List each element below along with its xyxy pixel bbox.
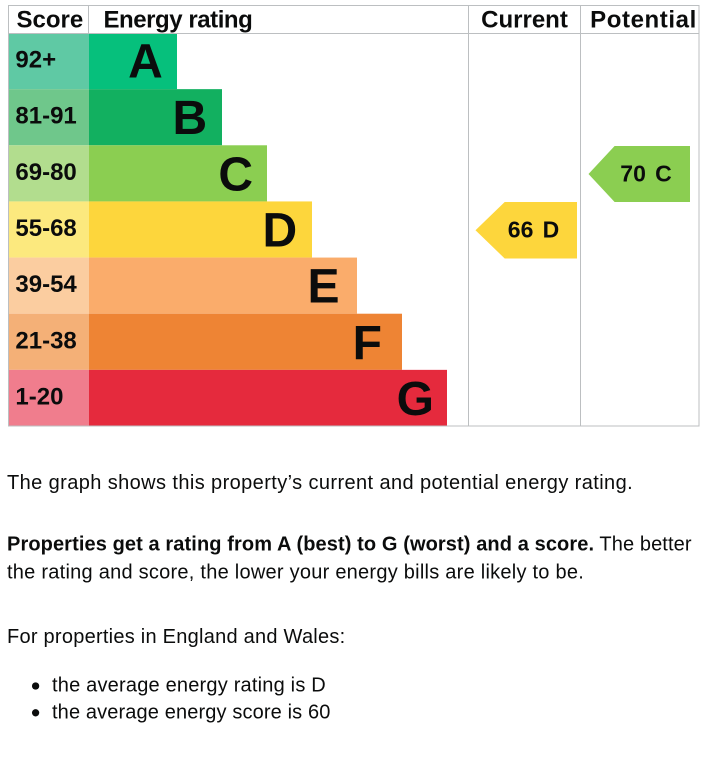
svg-text:55-68: 55-68	[15, 215, 76, 242]
svg-text:Potential: Potential	[590, 7, 697, 34]
svg-text:Energy rating: Energy rating	[104, 7, 253, 34]
svg-text:the average energy rating is D: the average energy rating is D	[52, 674, 326, 696]
svg-text:A: A	[128, 36, 163, 89]
svg-text:70 C: 70 C	[620, 160, 671, 186]
svg-text:66 D: 66 D	[508, 217, 559, 243]
svg-text:69-80: 69-80	[15, 159, 76, 186]
svg-text:C: C	[218, 149, 253, 202]
svg-text:For properties in England and: For properties in England and Wales:	[7, 626, 345, 648]
svg-text:81-91: 81-91	[15, 103, 76, 130]
svg-text:the average energy score is 60: the average energy score is 60	[52, 701, 331, 723]
svg-text:92+: 92+	[15, 47, 56, 74]
svg-text:D: D	[263, 205, 298, 258]
svg-text:The graph shows this property’: The graph shows this property’s current …	[7, 472, 633, 494]
svg-text:F: F	[353, 317, 382, 370]
svg-text:1-20: 1-20	[15, 383, 63, 410]
svg-text:39-54: 39-54	[15, 271, 77, 298]
svg-text:E: E	[307, 261, 339, 314]
svg-text:Current: Current	[481, 7, 568, 34]
svg-text:Score: Score	[17, 7, 84, 34]
svg-text:B: B	[173, 92, 208, 145]
svg-text:21-38: 21-38	[15, 327, 76, 354]
svg-text:the rating and score, the lowe: the rating and score, the lower your ene…	[7, 562, 584, 584]
svg-text:G: G	[397, 373, 434, 426]
svg-text:Properties get a rating from A: Properties get a rating from A (best) to…	[7, 534, 692, 556]
